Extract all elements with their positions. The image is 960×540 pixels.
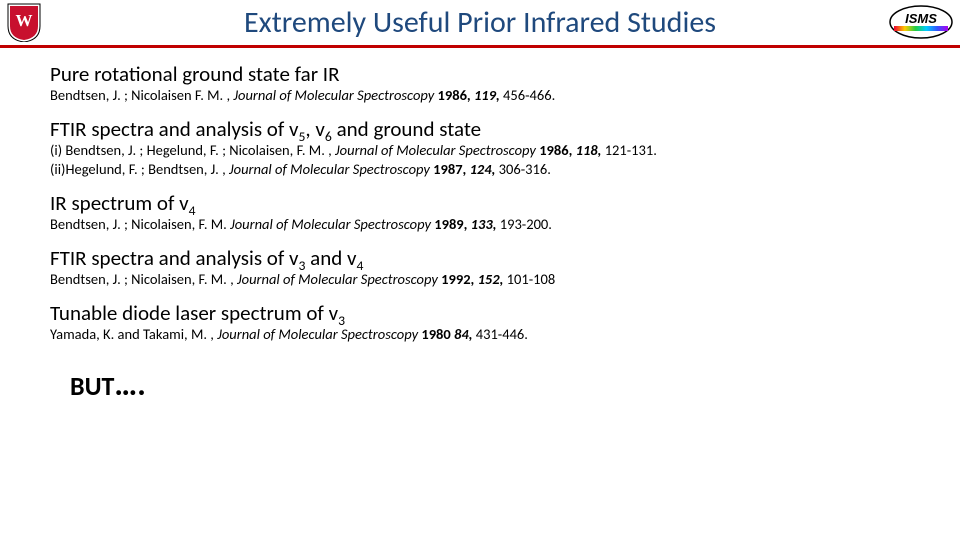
slide-header: W Extremely Useful Prior Infrared Studie… — [0, 0, 960, 48]
year: 1992, — [441, 270, 477, 288]
svg-text:W: W — [16, 11, 33, 30]
authors: Bendtsen, J. ; Nicolaisen, F. M. — [50, 215, 230, 233]
slide-body: Pure rotational ground state far IR Bend… — [0, 48, 960, 402]
citation: (i) Bendtsen, J. ; Hegelund, F. ; Nicola… — [50, 141, 910, 160]
citation: Bendtsen, J. ; Nicolaisen F. M. , Journa… — [50, 86, 910, 105]
journal: Journal of Molecular Spectroscopy — [230, 215, 434, 233]
ref-section-1: Pure rotational ground state far IR Bend… — [50, 62, 910, 105]
citation: (ii)Hegelund, F. ; Bendtsen, J. , Journa… — [50, 160, 910, 179]
slide-title: Extremely Useful Prior Infrared Studies — [0, 4, 960, 41]
pages: 121-131. — [605, 141, 657, 159]
authors: (i) Bendtsen, J. ; Hegelund, F. ; Nicola… — [50, 141, 335, 159]
svg-text:ISMS: ISMS — [905, 11, 937, 26]
citation: Bendtsen, J. ; Nicolaisen, F. M. , Journ… — [50, 270, 910, 289]
authors: Bendtsen, J. ; Nicolaisen, F. M. , — [50, 270, 237, 288]
section-heading: IR spectrum of v4 — [50, 191, 910, 215]
volume: 133, — [471, 215, 500, 233]
section-heading: FTIR spectra and analysis of v5, v6 and … — [50, 117, 910, 141]
pages: 431-446. — [476, 325, 528, 343]
year: 1989, — [434, 215, 470, 233]
journal: Journal of Molecular Spectroscopy — [237, 270, 441, 288]
year: 1986, — [539, 141, 575, 159]
authors: (ii)Hegelund, F. ; Bendtsen, J. , — [50, 160, 229, 178]
ref-section-2: FTIR spectra and analysis of v5, v6 and … — [50, 117, 910, 179]
but-text: BUT…. — [70, 370, 910, 402]
citation: Yamada, K. and Takami, M. , Journal of M… — [50, 325, 910, 344]
authors: Bendtsen, J. ; Nicolaisen F. M. , — [50, 86, 233, 104]
isms-logo: ISMS — [888, 4, 954, 40]
section-heading: FTIR spectra and analysis of v3 and v4 — [50, 246, 910, 270]
volume: 118, — [576, 141, 605, 159]
ref-section-3: IR spectrum of v4 Bendtsen, J. ; Nicolai… — [50, 191, 910, 234]
journal: Journal of Molecular Spectroscopy — [335, 141, 539, 159]
pages: 101-108 — [507, 270, 556, 288]
year: 1986, — [438, 86, 474, 104]
ref-section-4: FTIR spectra and analysis of v3 and v4 B… — [50, 246, 910, 289]
ref-section-5: Tunable diode laser spectrum of v3 Yamad… — [50, 301, 910, 344]
pages: 456-466. — [503, 86, 555, 104]
volume: 84, — [454, 325, 476, 343]
journal: Journal of Molecular Spectroscopy — [229, 160, 433, 178]
volume: 124, — [470, 160, 499, 178]
volume: 119, — [474, 86, 503, 104]
section-heading: Pure rotational ground state far IR — [50, 62, 910, 86]
citation: Bendtsen, J. ; Nicolaisen, F. M. Journal… — [50, 215, 910, 234]
year: 1987, — [433, 160, 469, 178]
authors: Yamada, K. and Takami, M. , — [50, 325, 217, 343]
journal: Journal of Molecular Spectroscopy — [217, 325, 421, 343]
uw-crest-logo: W — [6, 2, 42, 42]
section-heading: Tunable diode laser spectrum of v3 — [50, 301, 910, 325]
volume: 152, — [478, 270, 507, 288]
year: 1980 — [421, 325, 454, 343]
pages: 306-316. — [499, 160, 551, 178]
pages: 193-200. — [500, 215, 552, 233]
journal: Journal of Molecular Spectroscopy — [233, 86, 437, 104]
